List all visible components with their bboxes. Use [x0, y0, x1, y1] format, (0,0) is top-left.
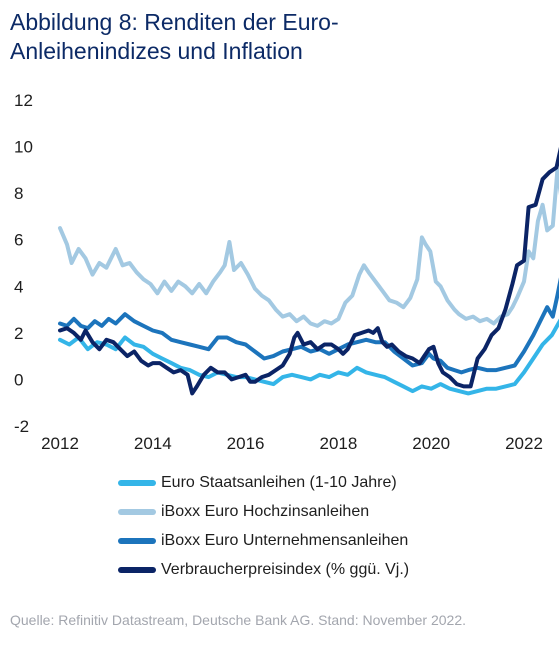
chart-title: Abbildung 8: Renditen der Euro- Anleihen…	[10, 8, 550, 66]
chart-title-line-1: Abbildung 8: Renditen der Euro-	[10, 9, 339, 35]
x-tick-label: 2022	[505, 434, 543, 450]
y-axis: -2 0 2 4 6 8 10 12	[14, 91, 33, 436]
y-tick-label: 2	[14, 324, 23, 343]
series-line-0	[58, 318, 559, 396]
legend-swatch	[118, 537, 156, 544]
y-tick-label: 6	[14, 231, 23, 250]
y-tick-label: 10	[14, 138, 33, 157]
legend-item-euro-staatsanleihen: Euro Staatsanleihen (1-10 Jahre)	[118, 468, 409, 497]
legend-swatch	[118, 479, 156, 486]
legend-label: iBoxx Euro Hochzinsanleihen	[161, 502, 370, 520]
x-tick-label: 2020	[412, 434, 450, 450]
x-tick-label: 2018	[319, 434, 357, 450]
y-tick-label: -2	[14, 417, 29, 436]
legend-item-verbraucherpreisindex: Verbraucherpreisindex (% ggü. Vj.)	[118, 555, 409, 584]
series-line-3	[58, 146, 559, 396]
plot-area	[58, 146, 559, 396]
y-tick-label: 8	[14, 184, 23, 203]
series-line-2	[58, 277, 559, 375]
x-axis: 2012 2014 2016 2018 2020 2022	[41, 434, 543, 450]
legend-label: Euro Staatsanleihen (1-10 Jahre)	[161, 473, 397, 491]
y-tick-label: 0	[14, 370, 23, 389]
legend: Euro Staatsanleihen (1-10 Jahre) iBoxx E…	[118, 468, 409, 584]
legend-label: Verbraucherpreisindex (% ggü. Vj.)	[161, 560, 410, 578]
series-line-1	[58, 167, 559, 328]
x-tick-label: 2012	[41, 434, 79, 450]
source-note: Quelle: Refinitiv Datastream, Deutsche B…	[10, 612, 467, 628]
legend-item-iboxx-unternehmen: iBoxx Euro Unternehmensanleihen	[118, 526, 409, 555]
x-tick-label: 2016	[227, 434, 265, 450]
y-tick-label: 4	[14, 277, 23, 296]
x-tick-label: 2014	[134, 434, 172, 450]
line-chart: -2 0 2 4 6 8 10 12 2012 2014 2016 2018 2020 2022	[14, 91, 559, 450]
legend-swatch	[118, 566, 156, 573]
legend-label: iBoxx Euro Unternehmensanleihen	[161, 531, 409, 549]
legend-item-iboxx-hochzins: iBoxx Euro Hochzinsanleihen	[118, 497, 409, 526]
y-tick-label: 12	[14, 91, 33, 110]
chart-title-line-2: Anleihenindizes und Inflation	[10, 38, 303, 64]
legend-swatch	[118, 508, 156, 515]
